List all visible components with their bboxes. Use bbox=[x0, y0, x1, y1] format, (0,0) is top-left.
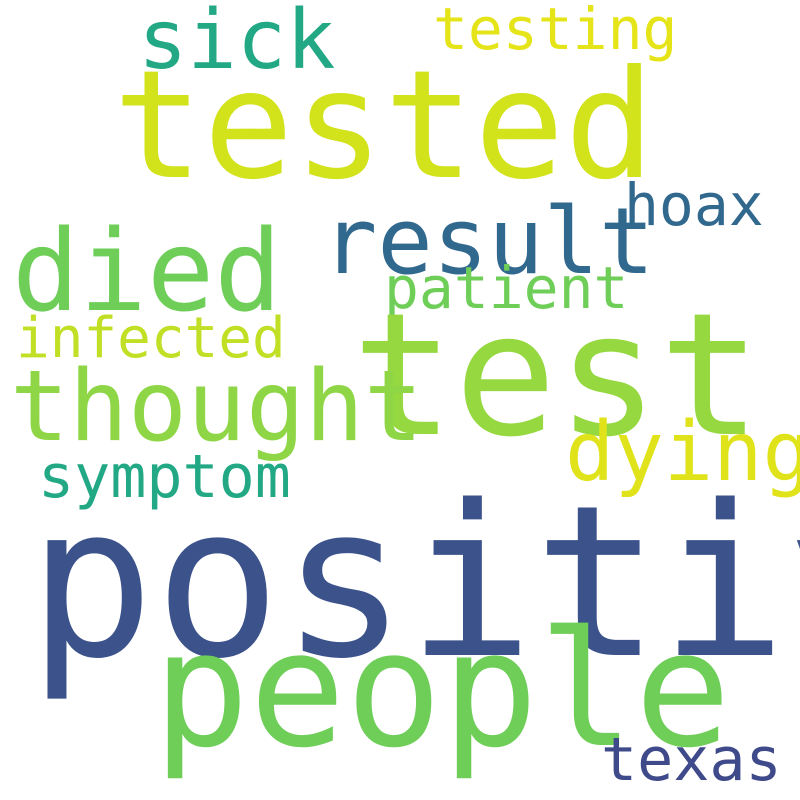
word-symptom: symptom bbox=[38, 442, 291, 512]
word-hoax: hoax bbox=[624, 171, 764, 239]
word-positive: positive bbox=[28, 460, 800, 705]
word-testing: testing bbox=[433, 0, 678, 63]
word-sick: sick bbox=[138, 0, 336, 88]
word-infected: infected bbox=[16, 306, 286, 371]
word-result: result bbox=[322, 188, 655, 295]
word-patient: patient bbox=[384, 254, 629, 322]
word-dying: dying bbox=[565, 405, 800, 500]
word-tested: tested bbox=[113, 39, 655, 213]
word-people: people bbox=[153, 596, 731, 783]
word-died: died bbox=[12, 207, 282, 337]
word-test: test bbox=[352, 277, 762, 475]
word-texas: texas bbox=[601, 725, 782, 795]
word-thought: thought bbox=[10, 350, 424, 464]
